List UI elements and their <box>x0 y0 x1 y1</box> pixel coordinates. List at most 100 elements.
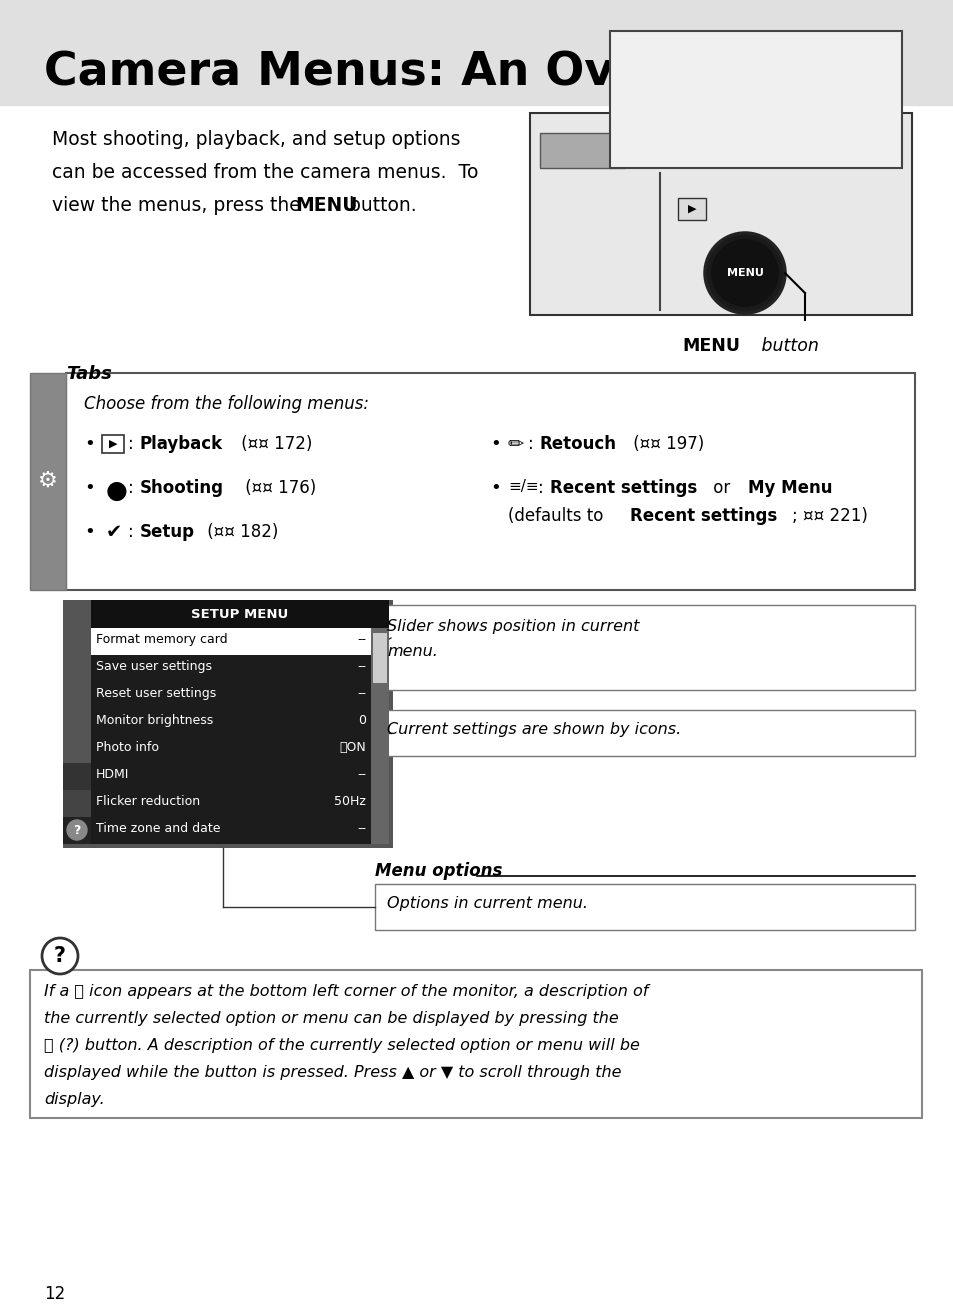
FancyBboxPatch shape <box>375 604 914 690</box>
Bar <box>91 682 371 710</box>
Bar <box>63 763 91 790</box>
Text: MENU: MENU <box>681 336 740 355</box>
Text: •: • <box>84 480 94 497</box>
Bar <box>91 790 371 817</box>
Text: 0: 0 <box>357 714 366 727</box>
Circle shape <box>710 239 779 307</box>
FancyBboxPatch shape <box>66 373 914 590</box>
Text: :: : <box>527 435 538 453</box>
Text: Menu options: Menu options <box>375 862 502 880</box>
Bar <box>91 817 371 844</box>
Bar <box>63 710 91 736</box>
Text: (¤¤ 197): (¤¤ 197) <box>627 435 703 453</box>
Text: Flicker reduction: Flicker reduction <box>96 795 200 808</box>
Text: Shooting: Shooting <box>140 480 224 497</box>
Text: •: • <box>490 480 500 497</box>
Bar <box>63 628 91 654</box>
Text: display.: display. <box>44 1092 105 1106</box>
Bar <box>63 682 91 710</box>
Text: Retouch: Retouch <box>539 435 617 453</box>
Bar <box>629 133 689 158</box>
Text: ≡/≡: ≡/≡ <box>507 480 538 494</box>
Text: :: : <box>128 523 139 541</box>
Bar <box>91 736 371 763</box>
Text: :: : <box>128 480 139 497</box>
Text: Setup: Setup <box>140 523 194 541</box>
Bar <box>530 113 911 315</box>
Bar <box>91 710 371 736</box>
Circle shape <box>704 233 784 313</box>
Text: ▶: ▶ <box>109 439 117 449</box>
Text: :: : <box>128 435 139 453</box>
Text: can be accessed from the camera menus.  To: can be accessed from the camera menus. T… <box>52 163 477 183</box>
Bar <box>373 633 387 683</box>
Bar <box>539 133 624 168</box>
Text: •: • <box>84 523 94 541</box>
Text: My Menu: My Menu <box>747 480 832 497</box>
Text: Camera Menus: An Overview: Camera Menus: An Overview <box>44 50 786 95</box>
Text: HDMI: HDMI <box>96 767 130 781</box>
Text: Time zone and date: Time zone and date <box>96 823 220 834</box>
Text: Most shooting, playback, and setup options: Most shooting, playback, and setup optio… <box>52 130 460 148</box>
Bar <box>678 198 705 219</box>
Bar <box>102 435 124 453</box>
Text: ✔: ✔ <box>106 523 122 541</box>
Text: MENU: MENU <box>726 268 762 279</box>
Text: view the menus, press the: view the menus, press the <box>52 196 307 215</box>
Text: Monitor brightness: Monitor brightness <box>96 714 213 727</box>
FancyBboxPatch shape <box>375 884 914 930</box>
Bar <box>91 628 371 654</box>
Bar <box>63 654 91 682</box>
Text: Save user settings: Save user settings <box>96 660 212 673</box>
Text: Current settings are shown by icons.: Current settings are shown by icons. <box>387 721 680 737</box>
Bar <box>63 600 393 848</box>
Text: the currently selected option or menu can be displayed by pressing the: the currently selected option or menu ca… <box>44 1010 618 1026</box>
Text: button.: button. <box>343 196 416 215</box>
Bar <box>0 0 953 105</box>
Text: Recent settings: Recent settings <box>550 480 697 497</box>
Text: ✏: ✏ <box>507 435 524 455</box>
Text: --: -- <box>356 687 366 700</box>
Bar <box>91 600 389 628</box>
Text: Slider shows position in current
menu.: Slider shows position in current menu. <box>387 619 639 658</box>
Text: --: -- <box>356 767 366 781</box>
Text: ⓗ (?) button. A description of the currently selected option or menu will be: ⓗ (?) button. A description of the curre… <box>44 1038 639 1053</box>
Text: Reset user settings: Reset user settings <box>96 687 216 700</box>
Text: --: -- <box>356 823 366 834</box>
Text: Format memory card: Format memory card <box>96 633 228 646</box>
Bar <box>371 628 389 844</box>
Bar <box>609 32 901 168</box>
Text: ⓘON: ⓘON <box>339 741 366 754</box>
Text: SETUP MENU: SETUP MENU <box>192 607 289 620</box>
Text: ⚙: ⚙ <box>38 470 58 491</box>
Text: button: button <box>755 336 818 355</box>
Text: Recent settings: Recent settings <box>629 507 777 526</box>
Bar <box>91 654 371 682</box>
FancyBboxPatch shape <box>375 710 914 756</box>
Text: 12: 12 <box>44 1285 65 1303</box>
Text: •: • <box>84 435 94 453</box>
Text: (¤¤ 176): (¤¤ 176) <box>240 480 315 497</box>
Text: :: : <box>537 480 548 497</box>
Text: (¤¤ 172): (¤¤ 172) <box>235 435 312 453</box>
Text: Options in current menu.: Options in current menu. <box>387 896 587 911</box>
Bar <box>91 763 371 790</box>
FancyBboxPatch shape <box>30 970 921 1118</box>
Text: 50Hz: 50Hz <box>334 795 366 808</box>
Text: ●: ● <box>106 480 128 503</box>
Text: ; ¤¤ 221): ; ¤¤ 221) <box>791 507 867 526</box>
Circle shape <box>67 820 87 840</box>
Text: Photo info: Photo info <box>96 741 159 754</box>
Text: (¤¤ 182): (¤¤ 182) <box>202 523 278 541</box>
Text: ▶: ▶ <box>687 204 696 214</box>
Text: •: • <box>490 435 500 453</box>
Circle shape <box>42 938 78 974</box>
Text: Choose from the following menus:: Choose from the following menus: <box>84 396 369 413</box>
Text: or: or <box>707 480 735 497</box>
Bar <box>63 736 91 763</box>
Text: If a ⓗ icon appears at the bottom left corner of the monitor, a description of: If a ⓗ icon appears at the bottom left c… <box>44 984 648 999</box>
Text: Tabs: Tabs <box>66 365 112 382</box>
Text: Playback: Playback <box>140 435 223 453</box>
Bar <box>63 817 91 844</box>
Text: ?: ? <box>54 946 66 966</box>
